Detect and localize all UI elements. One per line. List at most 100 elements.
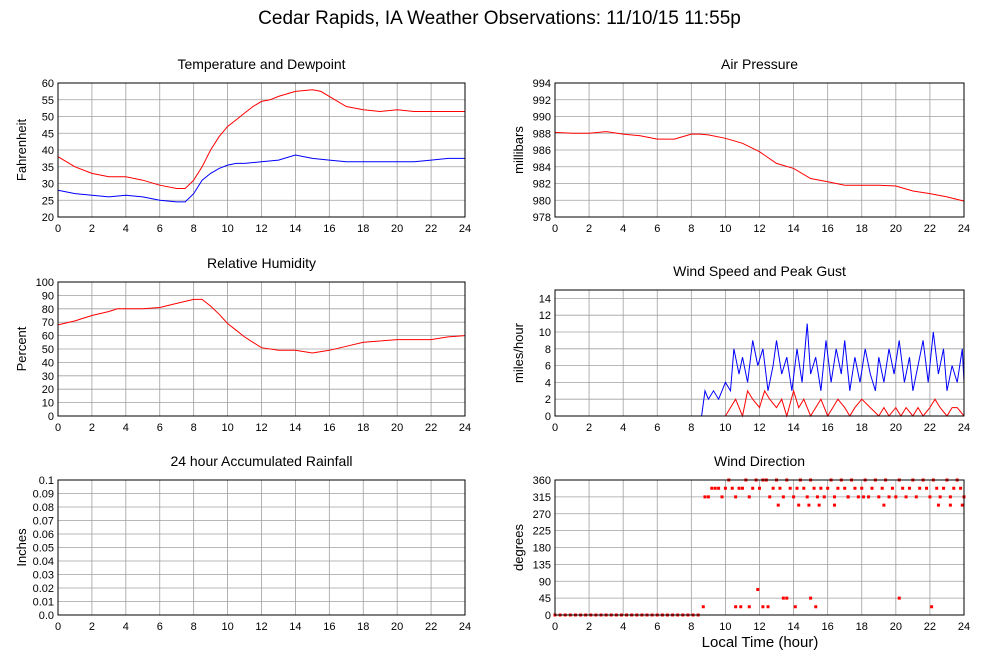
data-point [925,486,929,490]
x-tick-label: 0 [55,621,61,633]
y-tick-label: 135 [533,559,551,571]
y-tick-label: 360 [533,475,551,487]
plot-frame [554,82,965,218]
x-tick-label: 12 [753,223,765,235]
y-tick-label: 984 [533,162,551,174]
x-tick-label: 12 [255,223,267,235]
y-tick-label: 90 [539,576,551,588]
series-line-0 [554,131,965,202]
x-tick-label: 0 [552,223,558,235]
data-point [832,503,836,507]
x-tick-label: 18 [856,422,868,434]
data-point [778,486,782,490]
x-tick-label: 12 [753,422,765,434]
x-tick-label: 6 [157,621,163,633]
x-tick-label: 22 [425,223,437,235]
y-tick-label: 0.05 [33,543,54,555]
data-point [918,486,922,490]
y-tick-label: 80 [42,304,54,316]
data-point [723,486,727,490]
chart-title: Relative Humidity [207,255,316,271]
x-tick-label: 0 [552,422,558,434]
data-point [788,486,792,490]
x-tick-label: 14 [289,422,301,434]
x-tick-label: 4 [620,223,626,235]
x-tick-label: 24 [958,621,970,633]
x-tick-label: 0 [552,621,558,633]
x-tick-label: 12 [753,621,765,633]
x-tick-label: 20 [890,621,902,633]
y-tick-label: 0.01 [33,597,54,609]
y-tick-label: 180 [533,543,551,555]
data-point [747,495,751,499]
data-point [740,486,744,490]
x-tick-label: 2 [89,223,95,235]
data-point [843,486,847,490]
data-point [861,495,865,499]
y-tick-label: 70 [42,317,54,329]
data-point [713,486,717,490]
x-tick-label: 16 [822,422,834,434]
x-tick-label: 6 [654,223,660,235]
chart-title: Temperature and Dewpoint [177,56,345,72]
x-tick-label: 16 [323,223,335,235]
y-tick-label: 988 [533,128,551,140]
data-point [890,486,894,490]
data-point [797,503,801,507]
data-point [751,486,755,490]
data-point [948,495,952,499]
x-tick-label: 8 [191,422,197,434]
y-tick-label: 992 [533,95,551,107]
plot-frame [57,281,466,417]
data-point [948,503,952,507]
x-tick-label: 8 [688,223,694,235]
x-tick-label: 4 [123,621,129,633]
x-tick-label: 4 [620,621,626,633]
x-tick-label: 14 [787,422,799,434]
x-tick-label: 20 [391,422,403,434]
y-tick-label: 40 [42,357,54,369]
data-point [846,495,850,499]
x-tick-label: 6 [654,621,660,633]
series-line-0 [57,89,465,189]
x-tick-label: 24 [459,422,471,434]
data-point [853,486,857,490]
data-point [776,503,780,507]
y-tick-label: 994 [533,78,551,90]
data-point [952,486,956,490]
y-tick-label: 100 [36,277,54,289]
x-tick-label: 20 [391,223,403,235]
y-tick-label: 0.07 [33,516,54,528]
y-axis-label: millibars [511,126,526,174]
plot-frame [554,289,965,417]
x-tick-label: 8 [688,621,694,633]
x-tick-label: 16 [323,621,335,633]
data-point [877,495,881,499]
y-tick-label: 0 [48,411,54,423]
y-tick-label: 990 [533,112,551,124]
data-point [856,495,860,499]
data-point [766,605,770,609]
data-point [785,596,789,600]
data-point [768,495,772,499]
x-tick-label: 22 [924,621,936,633]
y-tick-label: 14 [539,293,551,305]
y-tick-label: 270 [533,509,551,521]
x-tick-label: 18 [856,223,868,235]
x-tick-label: 14 [787,223,799,235]
x-tick-label: 8 [191,621,197,633]
y-axis-label: miles/hour [511,322,526,383]
y-tick-label: 35 [42,162,54,174]
y-tick-label: 25 [42,195,54,207]
data-point [812,486,816,490]
y-axis-label: Fahrenheit [14,119,29,182]
data-point [756,588,760,591]
y-tick-label: 45 [539,593,551,605]
data-point [832,495,836,499]
data-point [701,605,705,609]
data-point [805,495,809,499]
data-point [815,495,819,499]
y-axis-label: degrees [511,524,526,571]
y-tick-label: 10 [539,327,551,339]
x-tick-label: 8 [191,223,197,235]
